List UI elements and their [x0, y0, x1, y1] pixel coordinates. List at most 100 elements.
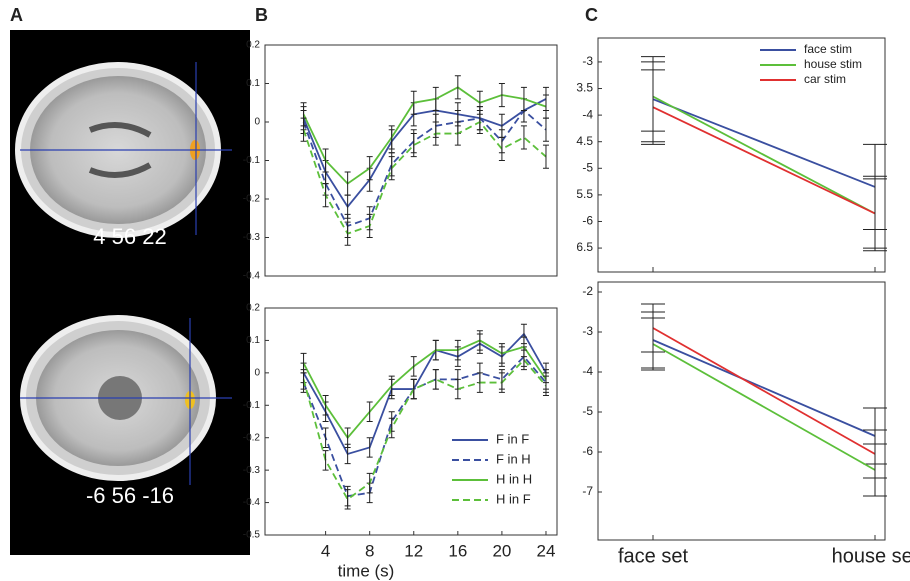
axes-frame: [597, 37, 886, 273]
error-bar: [366, 156, 373, 181]
error-bar: [542, 117, 549, 142]
error-bar: [410, 133, 417, 158]
x-tick-label: house set: [832, 545, 910, 567]
y-tick-label: -6: [582, 214, 593, 228]
y-tick-label: 0: [254, 117, 260, 128]
slice-label: -6 56 -16: [86, 483, 174, 508]
error-bar: [542, 94, 549, 119]
error-bar: [542, 144, 549, 169]
error-bar: [641, 303, 665, 353]
axes-frame: [597, 281, 886, 541]
slice-label: 4 56 22: [93, 224, 166, 249]
x-tick-label: 12: [404, 541, 423, 560]
error-bar: [476, 109, 483, 135]
y-tick-label: 0.1: [246, 335, 260, 346]
error-bar: [388, 156, 395, 181]
error-bar: [432, 339, 439, 361]
series-line: [652, 98, 876, 188]
y-tick-label: 0.2: [246, 303, 260, 314]
error-bar: [542, 375, 549, 397]
y-tick-label: 4.5: [576, 134, 593, 148]
series-line: [302, 339, 547, 440]
error-bar: [366, 437, 373, 458]
panel-label: A: [10, 5, 23, 25]
legend-label: house stim: [804, 57, 862, 71]
y-tick-label: -0.2: [243, 432, 261, 443]
y-tick-label: -0.4: [243, 497, 261, 508]
y-tick-label: -4: [582, 364, 593, 378]
error-bar: [520, 349, 527, 371]
x-tick-label: 4: [321, 541, 330, 560]
error-bar: [498, 83, 505, 108]
error-bar: [300, 117, 307, 142]
y-tick-label: -5: [582, 160, 593, 174]
error-bar: [520, 125, 527, 150]
y-tick-label: -0.5: [243, 530, 261, 541]
error-bar: [454, 339, 461, 361]
y-tick-label: -0.1: [243, 155, 261, 166]
series-line: [302, 109, 547, 228]
series-line: [302, 358, 547, 501]
axes-frame: [264, 307, 558, 536]
brain-slice-top: [15, 62, 232, 238]
y-tick-label: -5: [582, 404, 593, 418]
error-bar: [454, 121, 461, 146]
series-line: [302, 120, 547, 235]
error-bar: [476, 330, 483, 351]
legend-label: H in H: [496, 471, 532, 486]
y-tick-label: -3: [582, 54, 593, 68]
error-bar: [476, 372, 483, 393]
error-bar: [322, 450, 329, 471]
y-tick-label: -4: [582, 107, 593, 121]
error-bar: [366, 213, 373, 238]
panel-label: B: [255, 5, 268, 25]
y-tick-label: -0.2: [243, 194, 261, 205]
legend-label: face stim: [804, 42, 852, 56]
error-bar: [863, 429, 887, 479]
x-tick-label: 8: [365, 541, 374, 560]
legend-label: F in H: [496, 451, 531, 466]
error-bar: [520, 86, 527, 111]
error-bar: [498, 136, 505, 161]
y-tick-label: 5.5: [576, 187, 593, 201]
error-bar: [344, 427, 351, 448]
error-bar: [300, 369, 307, 390]
error-bar: [322, 183, 329, 208]
y-tick-label: 0.2: [246, 40, 260, 51]
x-tick-label: 20: [492, 541, 511, 560]
series-line: [302, 98, 547, 209]
error-bar: [322, 427, 329, 448]
y-tick-label: 3.5: [576, 81, 593, 95]
error-bar: [498, 372, 505, 393]
error-bar: [388, 417, 395, 439]
error-bar: [454, 75, 461, 100]
error-bar: [432, 121, 439, 146]
brain-slice-bottom: [20, 315, 232, 485]
x-axis-label: time (s): [338, 561, 395, 580]
series-line: [652, 95, 876, 215]
y-tick-label: -6: [582, 444, 593, 458]
error-bar: [498, 343, 505, 364]
error-bar: [410, 90, 417, 115]
x-tick-label: 16: [448, 541, 467, 560]
y-tick-label: -3: [582, 324, 593, 338]
error-bar: [344, 489, 351, 510]
x-tick-label: 24: [537, 541, 556, 560]
series-line: [302, 355, 547, 498]
error-bar: [863, 175, 887, 252]
series-line: [652, 339, 876, 437]
legend-label: H in F: [496, 491, 531, 506]
x-tick-label: face set: [618, 545, 688, 567]
error-bar: [388, 125, 395, 150]
error-bar: [366, 472, 373, 494]
error-bar: [454, 378, 461, 400]
y-tick-label: 0: [254, 367, 260, 378]
y-tick-label: -0.3: [243, 465, 261, 476]
y-tick-label: -2: [582, 284, 593, 298]
legend-label: F in F: [496, 431, 529, 446]
error-bar: [432, 86, 439, 111]
error-bar: [388, 375, 395, 397]
error-bar: [322, 395, 329, 416]
